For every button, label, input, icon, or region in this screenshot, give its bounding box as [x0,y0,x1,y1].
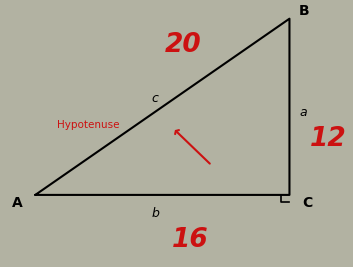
Text: b: b [151,207,159,220]
Text: 20: 20 [165,32,202,58]
Text: C: C [302,196,312,210]
Text: Hypotenuse: Hypotenuse [57,120,120,131]
Text: B: B [298,4,309,18]
Text: a: a [300,106,307,119]
Text: 12: 12 [310,126,347,152]
Text: 16: 16 [172,227,209,253]
Text: c: c [152,92,159,105]
Text: A: A [12,196,23,210]
